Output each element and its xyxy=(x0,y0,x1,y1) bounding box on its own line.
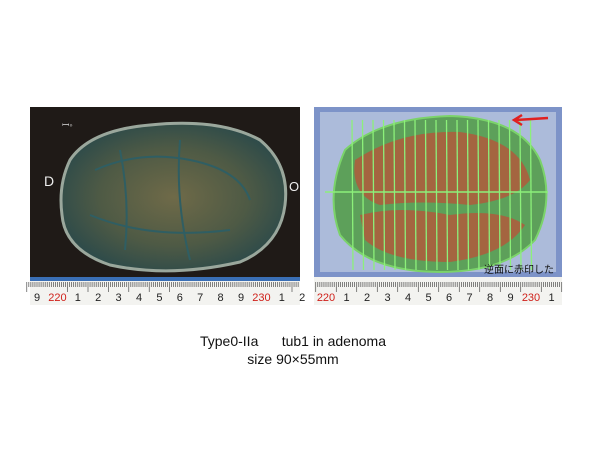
cut-line xyxy=(351,119,354,271)
ruler-label: 3 xyxy=(116,292,122,304)
caption-line2: size 90×55mm xyxy=(247,351,338,367)
ruler-label: 8 xyxy=(218,292,224,304)
mark-o: O xyxy=(289,179,299,194)
cut-line xyxy=(435,119,438,271)
cut-line xyxy=(477,119,480,271)
cut-line xyxy=(393,119,396,271)
ruler-label: 2 xyxy=(364,292,370,304)
cut-line xyxy=(508,119,512,271)
cut-line xyxy=(424,119,428,271)
cut-line xyxy=(372,119,375,271)
ruler-label: 4 xyxy=(405,292,411,304)
ruler: 9 220 1 2 3 4 5 6 7 8 9 230 1 2 xyxy=(26,282,305,304)
cut-line xyxy=(529,119,533,271)
right-photo: 逆面に赤印した 220 1 2 3 4 5 6 7 8 9 230 1 xyxy=(314,107,563,305)
ruler-label: 2 xyxy=(95,292,101,304)
ruler-label: 2 xyxy=(299,292,305,304)
cut-line xyxy=(403,119,407,271)
cut-line xyxy=(466,119,470,271)
ruler-label: 230 xyxy=(522,292,540,304)
ruler: 220 1 2 3 4 5 6 7 8 9 230 1 xyxy=(315,282,563,304)
ruler-label: 1 xyxy=(548,292,554,304)
ruler-label: 6 xyxy=(177,292,183,304)
left-photo: ꟷ◦ D O 9 220 1 2 3 4 5 6 7 8 9 230 1 2 xyxy=(26,107,305,305)
ruler-label: 4 xyxy=(136,292,142,304)
mark-text: ꟷ◦ xyxy=(62,120,73,130)
ruler-label: 3 xyxy=(384,292,390,304)
cut-line xyxy=(456,119,459,271)
ruler-label: 1 xyxy=(343,292,349,304)
ruler-label: 220 xyxy=(48,292,66,304)
caption-line1: Type0-IIa tub1 in adenoma xyxy=(200,333,386,349)
ruler-label: 8 xyxy=(487,292,493,304)
ruler-label: 9 xyxy=(238,292,244,304)
cut-line xyxy=(519,119,522,271)
ruler-label: 230 xyxy=(252,292,270,304)
ruler-label: 5 xyxy=(425,292,431,304)
ruler-label: 9 xyxy=(34,292,40,304)
cut-line xyxy=(445,119,449,271)
ruler-label: 1 xyxy=(279,292,285,304)
ruler-label: 5 xyxy=(156,292,162,304)
cut-line xyxy=(487,119,491,271)
mark-d: D xyxy=(44,173,54,189)
note: 逆面に赤印した xyxy=(484,263,554,276)
cut-line xyxy=(382,119,386,271)
ruler-label: 6 xyxy=(446,292,452,304)
ruler-label: 7 xyxy=(466,292,472,304)
ruler-label: 1 xyxy=(75,292,81,304)
cut-line xyxy=(498,119,501,271)
ruler-label: 7 xyxy=(197,292,203,304)
cut-line xyxy=(361,119,365,271)
ruler-label: 9 xyxy=(507,292,513,304)
cut-line xyxy=(414,119,417,271)
ruler-label: 220 xyxy=(317,292,335,304)
